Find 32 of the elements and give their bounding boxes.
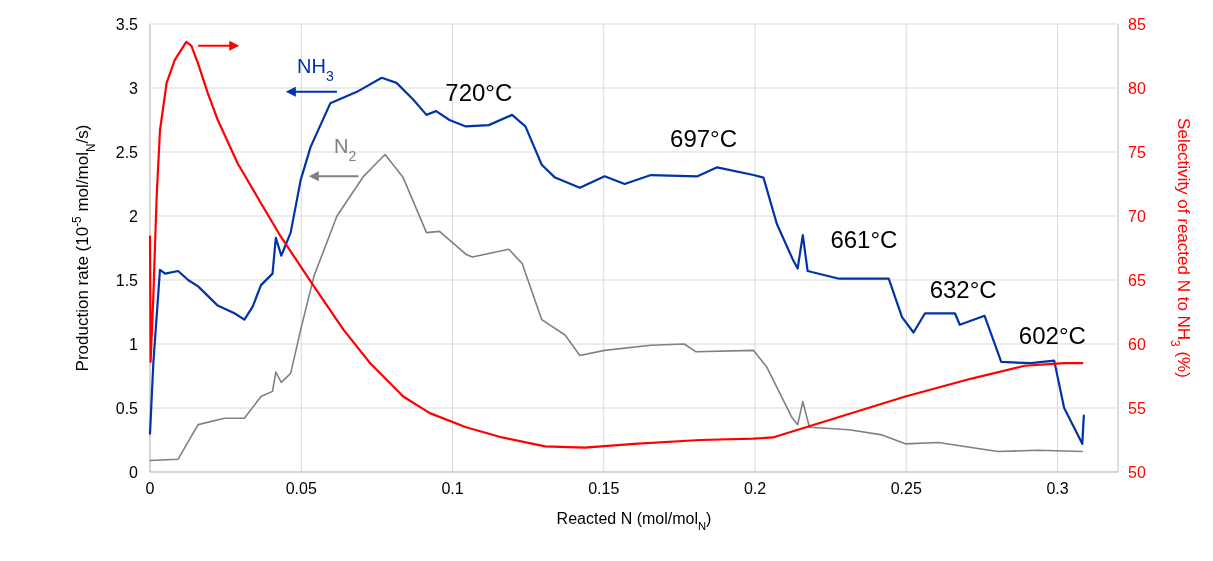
x-axis-title: Reacted N (mol/mol$_{N}$) (556, 510, 712, 532)
y-tick-label: 1.5 (115, 272, 139, 289)
y2-tick-label: 60 (1128, 336, 1146, 353)
y2-tick-label: 75 (1128, 144, 1146, 161)
y-tick-label: 3 (129, 80, 139, 97)
x-tick-label: 0.2 (743, 480, 767, 497)
annotation: 632°C (929, 276, 997, 304)
annotation: 697°C (670, 125, 738, 153)
y-tick-label: 2 (129, 208, 139, 225)
x-tick-label: 0.25 (890, 480, 922, 497)
line-series (149, 153, 1084, 462)
annotation: 661°C (830, 226, 898, 254)
y-tick-label: 0 (129, 464, 139, 481)
y2-tick-label: 80 (1128, 80, 1146, 97)
y2-tick-label: 55 (1128, 400, 1146, 417)
x-tick-label: 0 (145, 480, 155, 497)
x-tick-label: 0.15 (588, 480, 620, 497)
series-label: N$_{2}$ (333, 135, 357, 165)
y2-tick-label: 70 (1128, 208, 1146, 225)
y-tick-label: 2.5 (115, 144, 139, 161)
y2-tick-label: 85 (1128, 16, 1146, 33)
annotation: 602°C (1018, 322, 1086, 350)
x-tick-label: 0.3 (1046, 480, 1069, 497)
series-label: NH$_{3}$ (297, 54, 335, 84)
x-tick-label: 0.1 (441, 480, 464, 497)
y-tick-label: 0.5 (115, 400, 139, 417)
y-tick-label: 3.5 (115, 16, 139, 33)
y2-tick-label: 50 (1128, 464, 1146, 481)
y-tick-label: 1 (129, 336, 139, 353)
annotation: 720°C (445, 79, 513, 107)
x-tick-label: 0.05 (285, 480, 317, 497)
y2-tick-label: 65 (1128, 272, 1146, 289)
